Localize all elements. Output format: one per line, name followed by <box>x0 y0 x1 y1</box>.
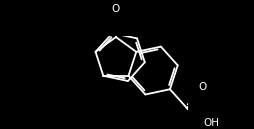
Text: OH: OH <box>203 118 219 128</box>
Text: O: O <box>198 82 206 92</box>
Text: O: O <box>112 4 120 14</box>
